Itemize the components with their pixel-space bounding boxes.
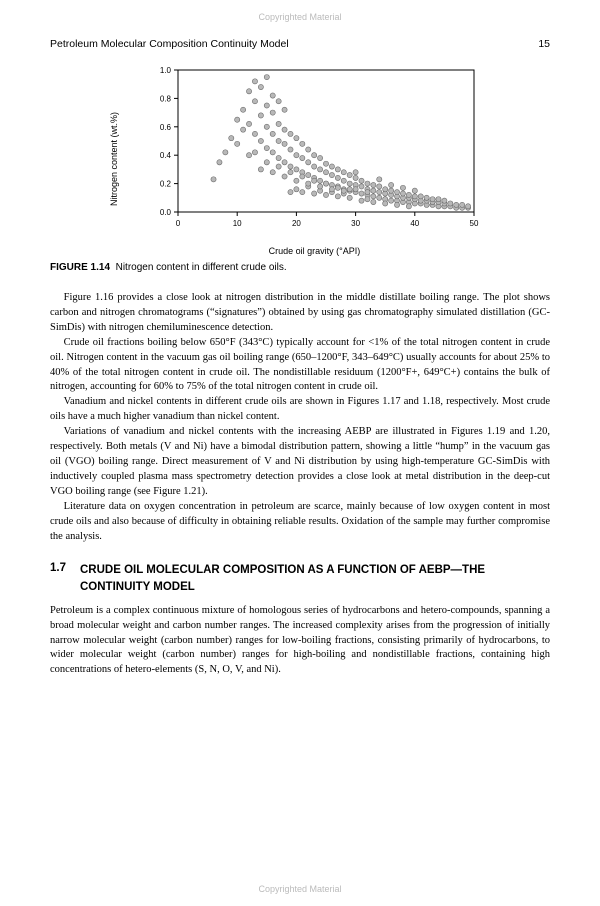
running-head-title: Petroleum Molecular Composition Continui… <box>50 38 289 50</box>
figure-caption: FIGURE 1.14 Nitrogen content in differen… <box>50 262 550 273</box>
paragraph: Variations of vanadium and nickel conten… <box>50 425 550 500</box>
copyright-top: Copyrighted Material <box>0 12 600 22</box>
scatter-chart: Nitrogen content (wt.%) 010203040500.00.… <box>120 64 480 254</box>
page-number: 15 <box>538 38 550 50</box>
svg-text:0.6: 0.6 <box>160 123 172 132</box>
chart-x-axis-label: Crude oil gravity (°API) <box>269 246 361 256</box>
svg-text:0.0: 0.0 <box>160 208 172 217</box>
svg-text:40: 40 <box>410 219 419 228</box>
page-header: Petroleum Molecular Composition Continui… <box>50 38 550 50</box>
svg-text:0.8: 0.8 <box>160 94 172 103</box>
paragraph: Literature data on oxygen concentration … <box>50 500 550 545</box>
copyright-bottom: Copyrighted Material <box>0 884 600 894</box>
svg-text:0.4: 0.4 <box>160 151 172 160</box>
chart-canvas: 0 10 20 30 40 50 0.0 0.2 0.4 0.6 0.8 1.0 <box>148 64 480 236</box>
svg-text:1.0: 1.0 <box>160 66 172 75</box>
section-body: Petroleum is a complex continuous mixtur… <box>50 604 550 679</box>
chart-y-axis-label: Nitrogen content (wt.%) <box>109 112 119 206</box>
svg-text:0.2: 0.2 <box>160 180 172 189</box>
svg-text:30: 30 <box>351 219 360 228</box>
figure-label: FIGURE 1.14 <box>50 262 110 273</box>
paragraph: Crude oil fractions boiling below 650°F … <box>50 336 550 396</box>
svg-text:50: 50 <box>470 219 479 228</box>
svg-text:10: 10 <box>233 219 242 228</box>
body-text: Figure 1.16 provides a close look at nit… <box>50 291 550 544</box>
paragraph: Figure 1.16 provides a close look at nit… <box>50 291 550 336</box>
figure-caption-text: Nitrogen content in different crude oils… <box>116 262 287 273</box>
section-number: 1.7 <box>50 562 66 595</box>
svg-text:0: 0 <box>176 219 181 228</box>
paragraph: Petroleum is a complex continuous mixtur… <box>50 604 550 679</box>
section-title: CRUDE OIL MOLECULAR COMPOSITION AS A FUN… <box>80 562 550 595</box>
section-heading: 1.7 CRUDE OIL MOLECULAR COMPOSITION AS A… <box>50 562 550 595</box>
paragraph: Vanadium and nickel contents in differen… <box>50 395 550 425</box>
svg-text:20: 20 <box>292 219 301 228</box>
